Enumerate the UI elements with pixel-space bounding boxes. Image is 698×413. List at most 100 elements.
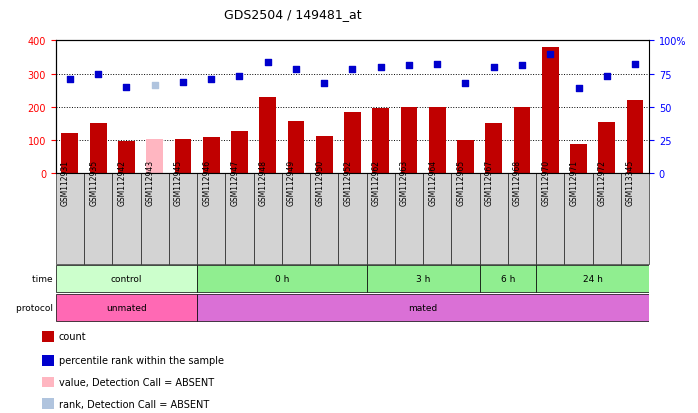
Text: GSM112946: GSM112946 [202, 159, 211, 206]
Bar [542, 48, 558, 173]
Point [177, 80, 188, 87]
Bar [372, 109, 389, 173]
Bar [90, 123, 107, 173]
Text: GSM112942: GSM112942 [117, 159, 126, 206]
Bar [485, 124, 503, 173]
Bar [457, 140, 474, 173]
Bar [118, 142, 135, 173]
Bar [140, 173, 169, 264]
Bar [627, 101, 644, 173]
Bar [593, 173, 621, 264]
Point [375, 64, 386, 71]
Text: GSM112964: GSM112964 [429, 159, 437, 206]
Text: count: count [59, 332, 87, 342]
Point [431, 61, 443, 68]
Text: GSM112950: GSM112950 [315, 159, 325, 206]
Text: unmated: unmated [106, 303, 147, 312]
Bar [174, 140, 191, 173]
Text: GSM112962: GSM112962 [372, 159, 380, 206]
Point [262, 59, 274, 66]
Bar [536, 173, 565, 264]
Point [544, 51, 556, 58]
Bar [225, 173, 253, 264]
Point [488, 64, 499, 71]
Bar [508, 173, 536, 264]
Text: value, Detection Call = ABSENT: value, Detection Call = ABSENT [59, 377, 214, 387]
Point [460, 81, 471, 88]
Text: GSM112947: GSM112947 [230, 159, 239, 206]
Point [319, 81, 330, 88]
Text: GSM112967: GSM112967 [484, 159, 493, 206]
Text: rank, Detection Call = ABSENT: rank, Detection Call = ABSENT [59, 399, 209, 409]
Bar [480, 173, 508, 264]
Bar [536, 265, 649, 293]
Text: mated: mated [408, 303, 438, 312]
Bar [259, 97, 276, 173]
Bar [344, 112, 361, 173]
Text: 6 h: 6 h [500, 274, 515, 283]
Text: GSM112945: GSM112945 [174, 159, 183, 206]
Point [403, 63, 415, 69]
Bar [56, 173, 84, 264]
Text: GSM112971: GSM112971 [570, 159, 579, 206]
Bar [61, 134, 78, 173]
Bar [169, 173, 197, 264]
Bar [480, 265, 536, 293]
Bar [315, 137, 333, 173]
Bar [452, 173, 480, 264]
Bar [310, 173, 339, 264]
Point [573, 85, 584, 92]
Bar [570, 145, 587, 173]
Bar [339, 173, 366, 264]
Text: GSM112943: GSM112943 [146, 159, 155, 206]
Text: GSM113345: GSM113345 [626, 159, 635, 206]
Bar [395, 173, 423, 264]
Bar [366, 265, 480, 293]
Point [149, 83, 161, 89]
Text: 3 h: 3 h [416, 274, 430, 283]
Bar [565, 173, 593, 264]
Bar [621, 173, 649, 264]
Text: GDS2504 / 149481_at: GDS2504 / 149481_at [224, 8, 362, 21]
Text: GSM112952: GSM112952 [343, 159, 352, 206]
Bar [56, 294, 197, 322]
Text: GSM112963: GSM112963 [400, 159, 409, 206]
Bar [598, 122, 615, 173]
Bar [84, 173, 112, 264]
Point [93, 71, 104, 78]
Bar [423, 173, 452, 264]
Bar [42, 377, 54, 387]
Bar [42, 399, 54, 409]
Point [121, 84, 132, 91]
Point [347, 66, 358, 73]
Bar [253, 173, 282, 264]
Text: GSM112949: GSM112949 [287, 159, 296, 206]
Bar [288, 121, 304, 173]
Point [206, 77, 217, 83]
Text: GSM112965: GSM112965 [456, 159, 466, 206]
Point [630, 62, 641, 69]
Text: GSM112948: GSM112948 [259, 159, 268, 206]
Bar [514, 107, 530, 173]
Text: GSM112968: GSM112968 [513, 159, 522, 206]
Bar [42, 331, 54, 342]
Text: GSM112935: GSM112935 [89, 159, 98, 206]
Bar [282, 173, 310, 264]
Bar [56, 265, 197, 293]
Bar [112, 173, 140, 264]
Point [517, 63, 528, 69]
Point [601, 74, 612, 80]
Bar [197, 173, 225, 264]
Bar [42, 355, 54, 366]
Point [64, 77, 75, 83]
Bar [366, 173, 395, 264]
Text: GSM112970: GSM112970 [541, 159, 550, 206]
Bar [429, 107, 446, 173]
Bar [401, 107, 417, 173]
Bar [197, 294, 649, 322]
Bar [231, 131, 248, 173]
Text: GSM112931: GSM112931 [61, 159, 70, 206]
Bar [147, 140, 163, 173]
Text: control: control [111, 274, 142, 283]
Text: 24 h: 24 h [583, 274, 602, 283]
